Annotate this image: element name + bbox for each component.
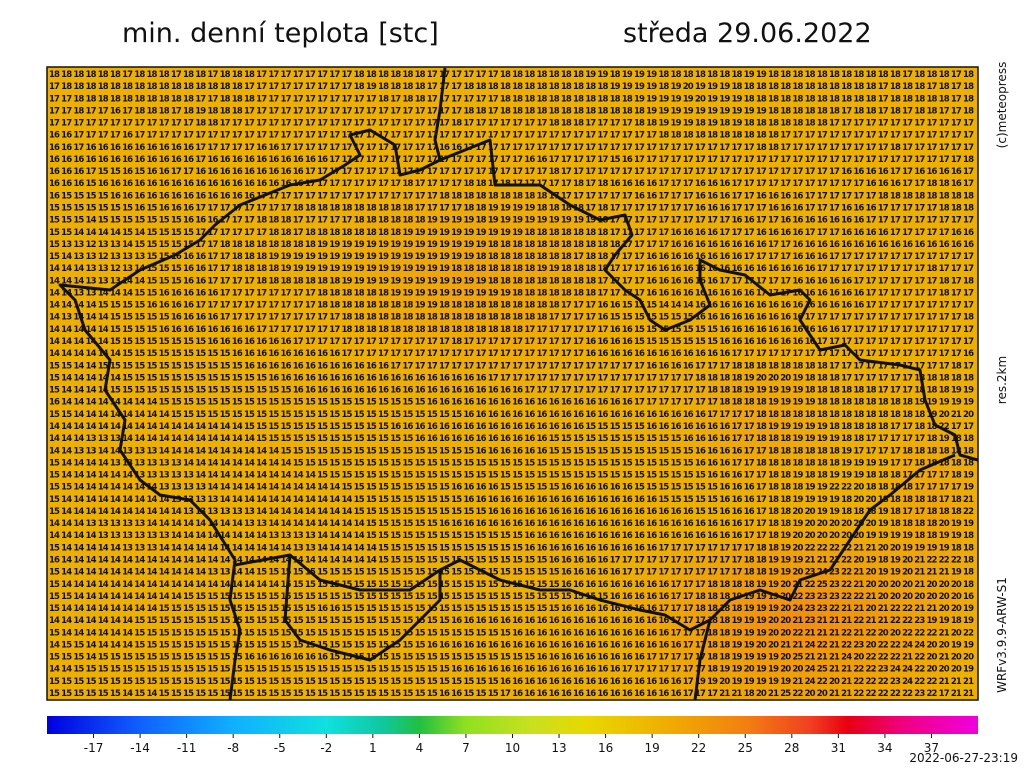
border-line [283, 554, 442, 662]
shade [860, 400, 978, 640]
colorbar-tick-label: -5 [274, 741, 286, 755]
grid-row: 15 14 14 14 14 14 15 15 15 15 15 15 15 1… [49, 373, 974, 383]
colorbar-tick-label: -17 [84, 741, 104, 755]
grid-row: 15 14 14 14 14 14 14 14 14 14 14 14 14 1… [49, 568, 974, 578]
colorbar-tick-label: 13 [551, 741, 566, 755]
colorbar-tick-label: 25 [738, 741, 753, 755]
grid-row: 17 17 17 17 17 17 17 17 17 17 17 17 18 1… [49, 119, 974, 129]
grid-row: 14 14 14 14 14 15 15 15 15 15 15 15 15 1… [49, 337, 974, 347]
grid-row: 15 15 14 14 14 14 14 14 14 13 13 13 13 1… [49, 483, 974, 493]
grid-row: 17 17 18 18 18 18 18 18 18 18 18 18 17 1… [49, 94, 974, 104]
border-line [439, 138, 978, 462]
map: 18 18 18 18 18 18 17 18 18 18 17 18 18 1… [47, 67, 978, 700]
grid-row: 15 15 14 14 15 15 15 15 15 15 15 15 15 1… [49, 361, 974, 371]
colorbar-tick-label: 16 [598, 741, 613, 755]
colorbar-tick-label: -11 [177, 741, 197, 755]
grid-row: 14 14 14 14 15 15 15 15 16 16 16 16 17 1… [49, 301, 974, 311]
copyright: (c)meteopress [995, 62, 1009, 149]
colorbar-tick-label: 1 [369, 741, 377, 755]
grid-row: 14 14 13 13 14 14 14 15 15 16 16 16 16 1… [49, 288, 974, 298]
colorbar-tick-label: 7 [462, 741, 470, 755]
grid-row: 15 15 14 14 14 14 14 14 14 14 14 15 15 1… [49, 592, 974, 602]
resolution: res.2km [995, 356, 1009, 404]
grid-row: 15 15 15 14 15 15 15 15 15 15 15 16 16 1… [49, 216, 974, 226]
grid-row: 15 14 14 14 14 14 14 13 13 13 13 13 14 1… [49, 471, 974, 481]
map-title: min. denní teplota [stc] [122, 18, 439, 49]
grid-row: 16 16 17 17 17 17 16 17 17 17 17 17 17 1… [49, 131, 974, 141]
map-frame [46, 66, 979, 701]
value-grid: 18 18 18 18 18 18 17 18 18 18 17 18 18 1… [49, 70, 974, 699]
grid-row: 14 14 14 14 14 14 14 15 15 15 15 15 15 1… [49, 616, 974, 626]
grid-row: 14 14 13 13 14 14 13 13 13 14 14 14 14 1… [49, 446, 974, 456]
grid-row: 16 14 14 14 14 14 14 14 14 15 15 15 15 1… [49, 398, 974, 408]
grid-row: 17 17 18 17 17 16 17 18 18 18 17 18 19 1… [49, 106, 974, 116]
colorbar-tick-label: -14 [130, 741, 150, 755]
colorbar-tick-label: -8 [227, 741, 239, 755]
border-line [234, 553, 711, 632]
colorbar-tick-label: 19 [645, 741, 660, 755]
grid-row: 15 14 14 14 14 14 14 14 14 14 14 13 13 1… [49, 507, 974, 517]
grid-row: 15 15 15 15 15 15 15 16 15 16 16 16 17 1… [49, 204, 974, 214]
grid-row: 15 15 14 14 14 14 14 14 14 14 15 15 15 1… [49, 410, 974, 420]
grid-row: 15 15 15 15 15 15 14 15 14 15 15 15 15 1… [49, 689, 974, 699]
grid-row: 16 15 15 15 15 16 16 16 16 16 16 16 16 1… [49, 191, 974, 201]
colorbar-tick-label: 37 [924, 741, 939, 755]
grid-row: 14 14 14 13 13 13 14 14 14 14 14 14 14 1… [49, 434, 974, 444]
border-line [58, 67, 447, 700]
map-date: středa 29.06.2022 [623, 18, 872, 49]
grid-row: 15 13 13 12 13 13 14 15 15 15 15 15 17 1… [49, 240, 974, 250]
grid-row: 15 14 14 14 14 13 13 13 13 13 13 14 14 1… [49, 458, 974, 468]
grid-row: 14 14 14 13 13 13 13 13 14 14 14 14 14 1… [49, 519, 974, 529]
grid-row: 14 14 14 13 13 12 13 14 15 15 15 16 16 1… [49, 264, 974, 274]
grid-row: 14 14 14 14 14 14 14 14 14 14 14 14 14 1… [49, 422, 974, 432]
grid-row: 15 14 14 14 14 14 14 15 15 15 15 15 15 1… [49, 628, 974, 638]
grid-row: 17 18 18 18 18 18 18 18 18 18 18 18 18 1… [49, 82, 974, 92]
timestamp: 2022-06-27-23:19 [909, 751, 1018, 765]
shade [310, 160, 630, 400]
grid-row: 15 14 14 14 14 14 14 14 14 14 13 13 13 1… [49, 495, 974, 505]
grid-row: 14 14 14 14 13 13 13 13 13 13 14 14 14 1… [49, 531, 974, 541]
grid-row: 16 16 17 16 16 16 16 16 16 16 16 16 17 1… [49, 143, 974, 153]
grid-row: 15 15 14 14 14 14 15 14 15 15 15 15 17 1… [49, 228, 974, 238]
grid-row: 14 13 14 14 14 15 15 15 15 15 16 16 16 1… [49, 313, 974, 323]
colorbar [47, 716, 978, 734]
grid-row: 14 14 14 14 14 14 15 15 15 15 15 15 15 1… [49, 349, 974, 359]
grid-row: 14 14 14 13 13 13 14 14 15 15 15 16 16 1… [49, 276, 974, 286]
colorbar-ticks: -17 -14 -11 -8 -5 -2 1 4 7 10 13 16 19 22 25 28 31 34 37 [84, 734, 939, 755]
grid-row: 15 15 15 14 15 15 15 15 15 15 15 15 15 1… [49, 653, 974, 663]
colorbar-tick-label: 31 [831, 741, 846, 755]
shade [670, 340, 850, 500]
grid-row: 15 14 13 13 12 13 13 13 15 15 16 16 16 1… [49, 252, 974, 262]
model: WRFv3.9.9-ARW-S1 [995, 577, 1009, 693]
grid-row: 15 14 14 14 14 15 15 15 15 15 15 15 15 1… [49, 386, 974, 396]
grid-row: 18 18 18 18 18 18 17 18 18 18 17 18 18 1… [49, 70, 974, 80]
colorbar-tick-label: -2 [320, 741, 332, 755]
grid-row: 16 16 16 16 16 16 16 16 16 16 16 16 17 1… [49, 155, 974, 165]
grid-row: 15 14 14 14 14 14 14 14 14 15 15 15 15 1… [49, 604, 974, 614]
colorbar-tick-label: 34 [877, 741, 892, 755]
grid-row: 14 15 15 14 14 14 14 15 15 15 15 15 15 1… [49, 640, 974, 650]
grid-row: 15 14 14 14 14 14 14 14 14 14 14 14 14 1… [49, 580, 974, 590]
grid-row: 15 15 15 15 15 15 15 15 15 15 15 15 15 1… [49, 677, 974, 687]
colorbar-tick-label: 22 [691, 741, 706, 755]
grid-row: 16 16 16 17 15 15 16 15 16 16 17 17 16 1… [49, 167, 974, 177]
colorbar-tick-label: 4 [416, 741, 424, 755]
grid-row: 14 14 15 15 15 15 15 15 15 15 15 15 15 1… [49, 665, 974, 675]
grid-row: 14 14 14 14 14 15 15 15 15 16 16 16 16 1… [49, 325, 974, 335]
colorbar-tick-label: 28 [784, 741, 799, 755]
grid-row: 15 14 14 14 14 14 13 13 13 14 14 14 14 1… [49, 543, 974, 553]
grid-row: 16 14 14 14 14 14 14 14 14 14 14 14 14 1… [49, 555, 974, 565]
colorbar-tick-label: 10 [505, 741, 520, 755]
